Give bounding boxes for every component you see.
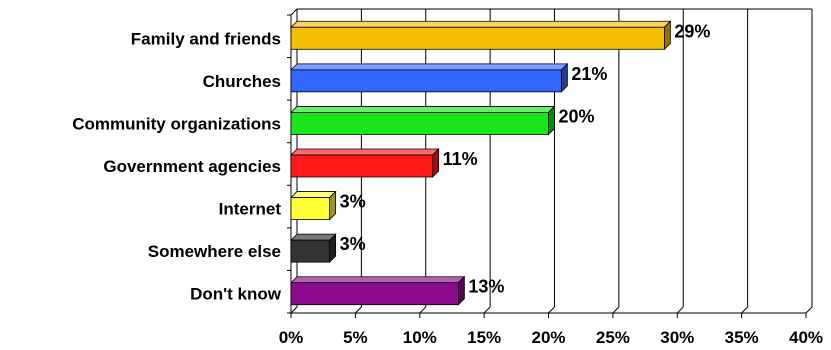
x-tick-label: 35% — [725, 328, 759, 347]
category-label: Churches — [203, 72, 281, 91]
x-tick-labels: 0% 5% 10% 15% 20% 25% 30% 35% 40% — [279, 328, 823, 347]
bar-top-face — [290, 63, 569, 71]
x-tick-label: 5% — [343, 328, 368, 347]
floor-gridline — [805, 306, 813, 314]
bars — [290, 20, 672, 306]
data-label: 21% — [571, 64, 607, 84]
bar-front-face — [290, 197, 331, 220]
category-label: Somewhere else — [148, 242, 281, 261]
data-label: 20% — [559, 106, 595, 126]
floor-gridline — [290, 306, 298, 314]
bar-top-face — [290, 276, 466, 284]
floor-gridline — [612, 306, 620, 314]
bar-front-face — [290, 239, 331, 263]
bar-top-face — [290, 20, 672, 28]
x-tick-label: 25% — [596, 328, 630, 347]
bar-front-face — [290, 154, 434, 178]
bar — [290, 190, 337, 221]
bar-top-face — [290, 106, 556, 113]
x-tick-label: 30% — [660, 328, 694, 347]
x-tick-label: 0% — [279, 328, 304, 347]
data-label: 3% — [340, 192, 366, 212]
floor-gridline — [483, 306, 491, 314]
bar — [290, 105, 556, 136]
category-label: Don't know — [190, 285, 282, 304]
category-label: Community organizations — [72, 114, 281, 133]
bar-top-face — [290, 148, 440, 156]
category-label: Internet — [219, 200, 282, 219]
bar-front-face — [290, 26, 665, 50]
floor-gridline — [355, 306, 362, 314]
data-label: 11% — [443, 149, 478, 169]
x-tick-label: 15% — [467, 328, 501, 347]
floor-gridline — [676, 306, 684, 314]
bar-top-face — [290, 191, 337, 198]
x-tick-label: 10% — [403, 328, 437, 347]
category-label: Government agencies — [103, 157, 281, 176]
bar — [290, 275, 466, 306]
data-label: 29% — [674, 21, 710, 41]
category-label: Family and friends — [131, 29, 281, 48]
y-axis-depth — [290, 8, 298, 16]
category-labels: Family and friends Churches Community orga… — [72, 29, 282, 303]
floor-gridline — [419, 306, 427, 314]
x-tick-label: 20% — [531, 328, 565, 347]
data-label: 13% — [468, 277, 504, 297]
floor-gridline — [741, 306, 748, 314]
x-tick-label: 40% — [789, 328, 823, 347]
bar-top-face — [290, 233, 337, 241]
bar-front-face — [290, 69, 562, 93]
bar-front-face — [290, 112, 549, 135]
bar — [290, 148, 440, 178]
bar — [290, 233, 337, 264]
data-labels: 29% 21% 20% 11% 3% 3% 13% — [340, 21, 711, 296]
bar — [290, 62, 569, 93]
bar-front-face — [290, 282, 459, 306]
bar — [290, 20, 672, 51]
data-label: 3% — [340, 234, 366, 254]
floor-gridline — [548, 306, 555, 314]
